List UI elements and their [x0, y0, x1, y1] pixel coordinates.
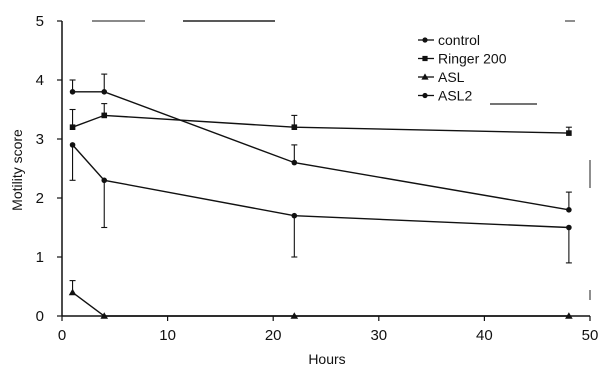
x-axis: 0 10 20 30 40 50: [58, 316, 599, 344]
series-asl: [68, 280, 573, 319]
y-tick-label: 2: [36, 190, 44, 207]
data-point: [69, 124, 76, 130]
series-ringer-200: [69, 103, 572, 136]
x-axis-title: Hours: [308, 351, 345, 367]
y-tick-label: 1: [36, 249, 44, 266]
data-point: [69, 89, 76, 95]
data-point: [565, 312, 573, 319]
y-tick-label: 4: [36, 72, 44, 89]
legend-marker: [421, 73, 429, 80]
series-line: [72, 91, 569, 211]
legend-label: ASL2: [438, 88, 472, 104]
data-point: [68, 288, 77, 296]
data-point: [290, 312, 299, 319]
y-axis-title: Motility score: [9, 129, 25, 211]
x-tick-label: 30: [370, 327, 387, 344]
legend-marker: [422, 55, 428, 62]
legend-marker: [422, 37, 428, 43]
series-layer: [68, 73, 573, 319]
data-point: [291, 124, 298, 130]
y-tick-label: 3: [36, 131, 44, 148]
legend-item: Ringer 200: [418, 51, 507, 67]
data-point: [566, 224, 572, 231]
series-line: [72, 114, 569, 134]
legend-label: ASL: [438, 69, 465, 85]
y-axis: 0 1 2 3 4 5: [36, 13, 62, 325]
legend-label: control: [438, 32, 480, 48]
series-line: [72, 291, 569, 317]
x-tick-label: 50: [582, 327, 599, 344]
series-control: [69, 73, 572, 213]
legend: control Ringer 200 ASL ASL2: [418, 32, 537, 105]
legend-item: control: [418, 32, 480, 48]
data-point: [101, 89, 108, 95]
data-point: [291, 212, 298, 219]
data-point: [291, 159, 298, 166]
y-tick-label: 0: [36, 308, 44, 325]
series-line: [72, 144, 569, 229]
data-point: [100, 312, 109, 319]
x-tick-label: 40: [476, 327, 493, 344]
x-tick-label: 10: [159, 327, 176, 344]
data-point: [69, 142, 76, 148]
legend-item: ASL2: [418, 88, 472, 104]
data-point: [101, 177, 108, 184]
series-asl2: [69, 142, 572, 264]
legend-marker: [422, 92, 428, 99]
data-point: [566, 207, 572, 213]
data-point: [101, 112, 108, 119]
legend-item: ASL: [418, 69, 465, 85]
y-tick-label: 5: [36, 13, 44, 30]
data-point: [566, 130, 572, 136]
legend-label: Ringer 200: [438, 51, 507, 67]
x-tick-label: 20: [265, 327, 282, 344]
x-tick-label: 0: [58, 327, 66, 344]
